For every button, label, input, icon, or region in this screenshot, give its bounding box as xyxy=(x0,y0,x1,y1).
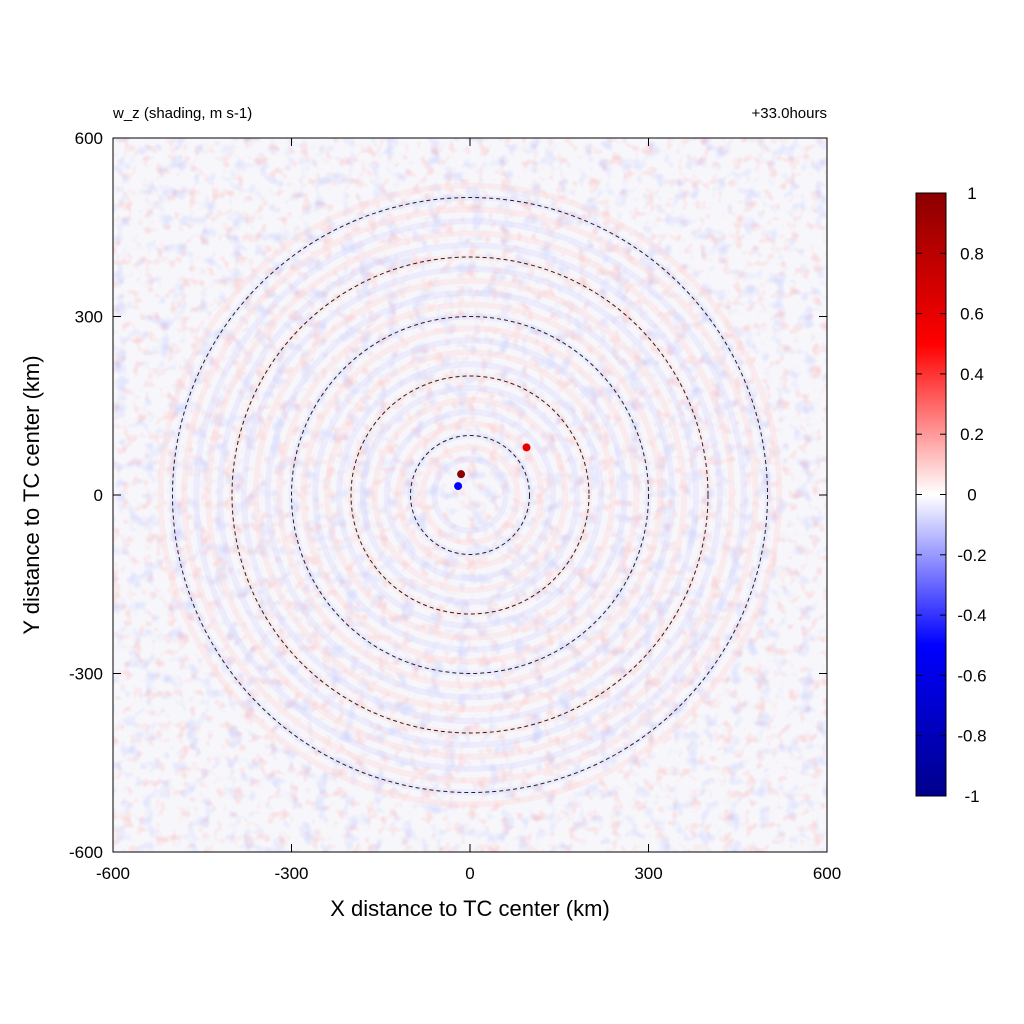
colorbar-tick-label: -0.8 xyxy=(957,727,986,746)
y-tick-label: 0 xyxy=(94,486,103,505)
x-axis-label: X distance to TC center (km) xyxy=(330,896,610,921)
spiral-band xyxy=(217,242,723,748)
chart-title-left: w_z (shading, m s-1) xyxy=(112,105,252,122)
spiral-band xyxy=(324,349,616,641)
spiral-band xyxy=(205,230,735,760)
feature-point xyxy=(522,443,531,452)
colorbar: 1 0.8 0.6 0.4 0.2 0 -0.2 -0.4 -0.6 -0.8 -1 xyxy=(915,184,987,806)
colorbar-tick-label: 0.2 xyxy=(960,425,984,444)
feature-marks xyxy=(454,443,531,491)
spiral-band xyxy=(383,408,557,582)
reference-circle xyxy=(410,435,530,555)
spiral-band xyxy=(300,325,640,665)
colorbar-tick-label: -0.2 xyxy=(957,546,986,565)
x-tick-label: 300 xyxy=(634,864,662,883)
y-tick-label: 300 xyxy=(75,308,103,327)
spiral-band xyxy=(264,289,676,701)
y-tick-label: 600 xyxy=(75,129,103,148)
x-tick-label: 0 xyxy=(465,864,474,883)
reference-circle xyxy=(350,375,590,615)
y-tick-label: -300 xyxy=(69,665,103,684)
spiral-band xyxy=(395,420,545,570)
y-axis-label: Y distance to TC center (km) xyxy=(19,355,44,634)
colorbar-tick-label: 1 xyxy=(967,184,976,203)
x-axis-ticks: -600 -300 0 300 600 xyxy=(96,138,841,883)
spiral-band xyxy=(240,265,700,725)
colorbar-tick-label: -0.4 xyxy=(957,606,986,625)
spiral-band xyxy=(359,384,581,606)
reference-circle xyxy=(231,256,709,734)
spiral-band xyxy=(371,396,569,594)
x-tick-label: -300 xyxy=(274,864,308,883)
y-tick-label: -600 xyxy=(69,843,103,862)
spiral-band xyxy=(276,301,664,689)
chart-title-right: +33.0hours xyxy=(752,105,827,122)
y-axis-ticks: 600 300 0 -300 -600 xyxy=(69,129,827,862)
spiral-band xyxy=(193,218,747,772)
reference-circle xyxy=(172,197,768,793)
spiral-band xyxy=(312,337,628,653)
spiral-band xyxy=(252,277,688,713)
spiral-band xyxy=(431,456,509,534)
spiral-band xyxy=(181,206,759,784)
colorbar-tick-label: 0.8 xyxy=(960,244,984,263)
x-tick-label: 600 xyxy=(813,864,841,883)
spiral-band xyxy=(336,361,604,629)
spiral-band xyxy=(419,444,521,546)
colorbar-tick-label: -1 xyxy=(964,787,979,806)
spiral-band xyxy=(157,182,783,808)
feature-point xyxy=(457,470,466,479)
colorbar-tick-label: 0.4 xyxy=(960,365,984,384)
reference-circle xyxy=(291,316,649,674)
colorbar-ticks: 1 0.8 0.6 0.4 0.2 0 -0.2 -0.4 -0.6 -0.8 -1 xyxy=(916,184,987,806)
colorbar-tick-label: -0.6 xyxy=(957,666,986,685)
x-tick-label: -600 xyxy=(96,864,130,883)
heatmap-plot-area xyxy=(113,138,827,852)
colorbar-tick-label: 0 xyxy=(967,486,976,505)
reference-circles xyxy=(172,197,768,793)
colorbar-tick-label: 0.6 xyxy=(960,305,984,324)
feature-point xyxy=(454,482,463,491)
